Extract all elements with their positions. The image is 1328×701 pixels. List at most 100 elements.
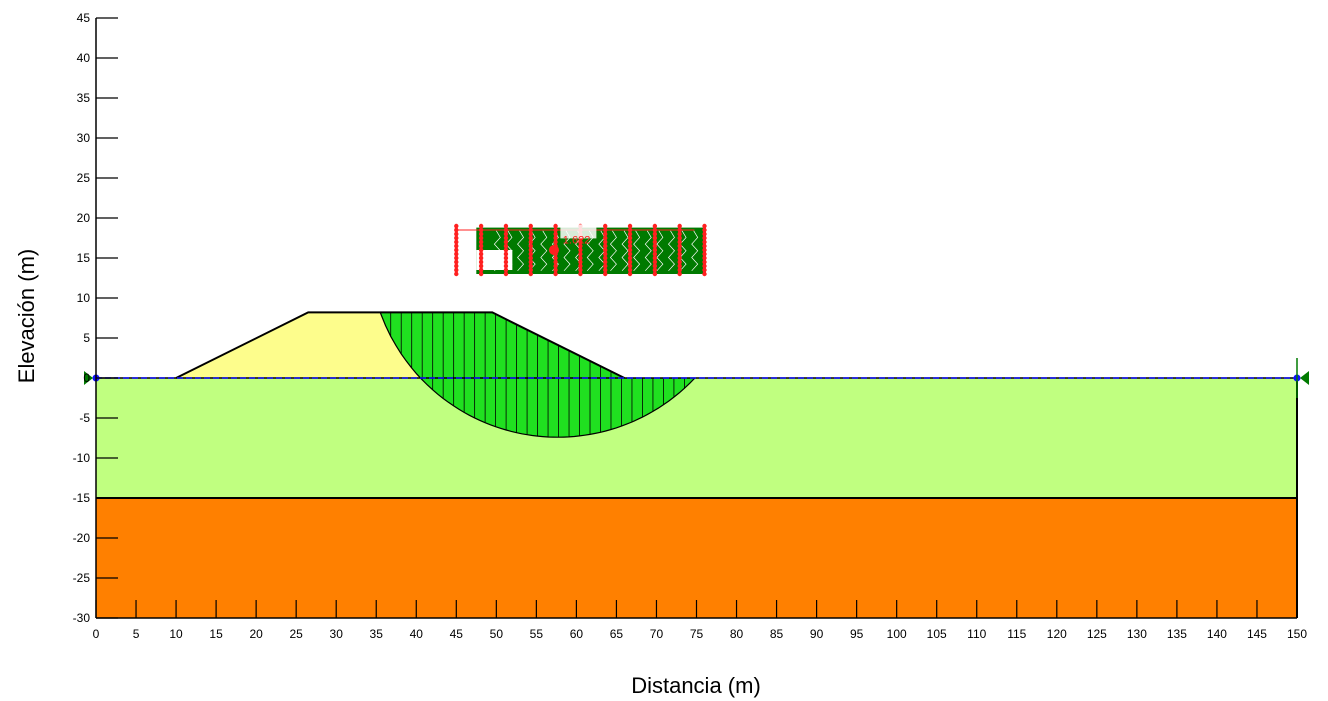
x-tick-label: 145: [1247, 627, 1267, 641]
grid-point: [603, 239, 608, 245]
fs-label-background: [560, 224, 597, 239]
grid-point: [702, 263, 707, 269]
grid-point: [603, 271, 608, 277]
grid-point: [478, 255, 484, 261]
grid-point: [478, 235, 484, 241]
fs-contour-line: [609, 230, 617, 272]
y-tick-label: 15: [77, 251, 91, 265]
grid-point: [578, 263, 583, 269]
x-tick-label: 0: [93, 627, 100, 641]
grid-point: [627, 255, 633, 261]
grid-point: [677, 259, 682, 265]
grid-point: [652, 271, 658, 277]
grid-point: [454, 263, 459, 269]
x-tick-label: 130: [1127, 627, 1147, 641]
grid-point: [454, 247, 459, 253]
y-tick-label: -25: [73, 571, 91, 585]
grid-point: [578, 267, 583, 273]
x-tick-label: 45: [450, 627, 464, 641]
x-tick-label: 115: [1007, 627, 1026, 641]
grid-point: [454, 243, 459, 249]
grid-point: [627, 235, 633, 241]
grid-point: [603, 259, 608, 265]
grid-point: [503, 251, 509, 257]
grid-point: [503, 239, 509, 245]
fs-contour-line: [656, 230, 664, 272]
grid-point: [503, 247, 509, 253]
grid-point: [677, 267, 682, 273]
grid-point: [677, 223, 682, 229]
fs-contour-line: [691, 230, 699, 272]
y-tick-label: 5: [83, 331, 90, 345]
boundary-marker-icon: [84, 371, 93, 385]
grid-point: [503, 255, 509, 261]
grid-point: [503, 259, 509, 265]
grid-point: [478, 231, 484, 237]
x-tick-label: 30: [330, 627, 344, 641]
grid-point: [478, 251, 484, 257]
grid-point: [702, 267, 707, 273]
grid-point: [553, 259, 558, 265]
fs-contour-line: [540, 230, 548, 272]
grid-point: [603, 255, 608, 261]
grid-point: [454, 231, 459, 237]
grid-point: [528, 223, 533, 229]
y-tick-label: -15: [73, 491, 91, 505]
grid-point: [503, 223, 509, 229]
grid-point: [503, 271, 509, 277]
grid-point: [677, 231, 682, 237]
grid-point: [603, 247, 608, 253]
grid-point: [454, 271, 459, 277]
y-axis-title: Elevación (m): [14, 249, 39, 383]
y-tick-label: -10: [73, 451, 91, 465]
y-tick-label: -20: [73, 531, 91, 545]
grid-point: [652, 263, 658, 269]
x-tick-label: 75: [690, 627, 704, 641]
grid-point: [478, 267, 484, 273]
grid-point: [553, 255, 558, 261]
grid-point: [528, 271, 533, 277]
fs-contour-gap: [476, 250, 513, 270]
grid-point: [702, 227, 707, 233]
grid-point: [702, 247, 707, 253]
x-tick-label: 125: [1087, 627, 1107, 641]
x-tick-label: 40: [410, 627, 424, 641]
grid-point: [627, 239, 633, 245]
grid-point: [528, 251, 533, 257]
x-tick-label: 10: [169, 627, 183, 641]
fs-contour-line: [644, 230, 652, 272]
grid-point: [578, 243, 583, 249]
grid-point: [627, 231, 633, 237]
grid-point: [603, 235, 608, 241]
grid-point: [478, 247, 484, 253]
grid-point: [603, 267, 608, 273]
grid-point: [454, 255, 459, 261]
grid-point: [478, 239, 484, 245]
grid-point: [652, 247, 658, 253]
grid-point: [702, 259, 707, 265]
grid-point: [553, 239, 558, 245]
grid-point: [553, 271, 558, 277]
fs-contour-line: [505, 230, 513, 272]
fs-contour-line: [493, 230, 501, 272]
grid-point: [454, 239, 459, 245]
x-tick-label: 80: [730, 627, 744, 641]
grid-point: [578, 259, 583, 265]
y-tick-label: 35: [77, 91, 91, 105]
x-tick-label: 50: [490, 627, 504, 641]
x-tick-label: 90: [810, 627, 824, 641]
grid-point: [677, 247, 682, 253]
grid-point: [503, 235, 509, 241]
fs-contour-line: [528, 230, 536, 272]
grid-point: [627, 223, 633, 229]
x-tick-label: 55: [530, 627, 544, 641]
x-tick-label: 105: [927, 627, 947, 641]
grid-point: [603, 263, 608, 269]
y-tick-label: 20: [77, 211, 91, 225]
grid-point: [652, 235, 658, 241]
grid-point: [603, 223, 608, 229]
region-upper-layer: [96, 378, 1297, 498]
critical-center-point: [548, 245, 559, 255]
